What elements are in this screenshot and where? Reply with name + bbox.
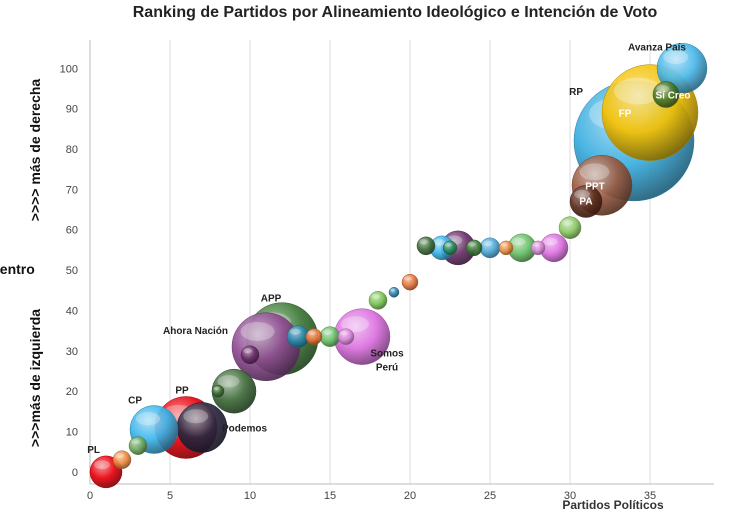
y-tick-label: 0 — [72, 467, 78, 479]
bubble-p25 — [498, 240, 514, 256]
bubble-highlight — [390, 288, 396, 292]
label-ppt: PPT — [585, 181, 604, 192]
bubble-p24 — [479, 237, 501, 259]
x-axis-label: Partidos Políticos — [562, 498, 664, 512]
y-tick-label: 60 — [66, 225, 78, 237]
y-tick-label: 10 — [66, 427, 78, 439]
label-pa: PA — [579, 196, 592, 207]
bubble-highlight — [433, 239, 445, 246]
y-tick-label: 30 — [66, 346, 78, 358]
x-tick-label: 30 — [564, 490, 576, 502]
bubble-avanza-pa-s — [656, 43, 708, 94]
bubble-highlight — [656, 85, 670, 93]
bubbles — [89, 43, 708, 489]
y-axis-label-center: centro — [0, 261, 35, 277]
y-tick-label: 80 — [66, 144, 78, 156]
bubble-p15 — [337, 328, 355, 345]
bubble-p3 — [128, 436, 148, 455]
bubble-highlight — [94, 460, 110, 470]
bubble-highlight — [240, 321, 275, 341]
bubble-highlight — [579, 163, 610, 181]
bubble-highlight — [289, 328, 301, 335]
y-tick-label: 50 — [66, 265, 78, 277]
label-rp: RP — [569, 87, 583, 98]
bubble-highlight — [500, 242, 508, 247]
bubble-p23 — [465, 239, 483, 257]
bubble-highlight — [543, 237, 558, 246]
bubble-highlight — [468, 242, 476, 247]
y-axis-label-right: >>>> más de derecha — [27, 79, 43, 222]
bubble-highlight — [341, 316, 369, 332]
bubble-highlight — [404, 276, 412, 281]
bubble-p29 — [558, 216, 582, 239]
x-tick-label: 5 — [167, 490, 173, 502]
bubble-p2 — [112, 450, 132, 470]
x-tick-label: 0 — [87, 490, 93, 502]
bubble-highlight — [532, 242, 540, 247]
y-tick-label: 100 — [60, 63, 78, 75]
bubble-labels: PL CP PP Podemos Ahora Nación APP Somos Perú PA P… — [87, 42, 690, 456]
bubble-p17 — [368, 291, 388, 310]
label-somos-per-: Somos — [370, 349, 404, 360]
bubble-p13 — [305, 328, 323, 345]
axes: 0 5 10 15 20 25 30 35 0 10 20 30 40 50 60 70 80 90 100 — [60, 40, 714, 502]
bubble-highlight — [217, 375, 240, 388]
label-podemos: Podemos — [222, 423, 267, 434]
bubble-highlight — [561, 219, 573, 226]
x-tick-label: 35 — [644, 490, 656, 502]
bubble-pa — [569, 185, 603, 218]
bubble-highlight — [511, 237, 526, 246]
bubble-highlight — [183, 409, 209, 424]
chart-title: Ranking de Partidos por Alineamiento Ide… — [132, 4, 658, 21]
bubble-highlight — [308, 330, 316, 336]
bubble-podemos — [176, 402, 228, 453]
x-tick-label: 25 — [484, 490, 496, 502]
bubble-highlight — [213, 386, 220, 391]
label-somos-per--line2: Perú — [376, 363, 398, 374]
x-tick-label: 10 — [244, 490, 256, 502]
x-tick-label: 20 — [404, 490, 416, 502]
bubble-highlight — [131, 439, 141, 445]
x-tick-label: 15 — [324, 490, 336, 502]
bubble-p12 — [286, 325, 310, 348]
bubble-p20 — [416, 236, 436, 256]
bubble-p21b — [442, 240, 458, 256]
bubble-highlight — [419, 239, 429, 245]
bubble-highlight — [136, 411, 160, 426]
label-avanza-pa-s: Avanza País — [628, 42, 686, 53]
y-tick-label: 70 — [66, 184, 78, 196]
label-fp: FP — [619, 109, 632, 120]
label-cp: CP — [128, 396, 142, 407]
y-tick-label: 40 — [66, 305, 78, 317]
bubble-highlight — [574, 189, 590, 199]
label-pl: PL — [87, 445, 100, 456]
y-axis-label-left: >>>más de izquierda — [27, 309, 43, 447]
bubble-p27 — [530, 240, 546, 256]
bubble-p18 — [388, 287, 400, 298]
bubble-highlight — [340, 330, 348, 336]
label-ahora-naci-n: Ahora Nación — [163, 326, 228, 337]
bubble-highlight — [614, 77, 662, 105]
bubble-s-creo — [652, 81, 680, 108]
bubble-highlight — [322, 329, 333, 335]
bubble-p9 — [240, 345, 260, 365]
bubble-p7 — [211, 384, 225, 398]
bubble-highlight — [663, 50, 689, 65]
label-app: APP — [261, 294, 282, 305]
y-tick-label: 20 — [66, 386, 78, 398]
bubble-highlight — [444, 242, 452, 247]
label-s-creo: Sí Creo — [655, 90, 690, 101]
bubble-highlight — [243, 348, 253, 354]
label-pp: PP — [175, 385, 189, 396]
bubble-p19 — [401, 273, 419, 291]
bubble-highlight — [371, 293, 381, 299]
bubble-highlight — [115, 453, 125, 459]
bubble-p14 — [319, 326, 341, 347]
y-tick-label: 90 — [66, 104, 78, 116]
bubble-highlight — [482, 240, 493, 247]
